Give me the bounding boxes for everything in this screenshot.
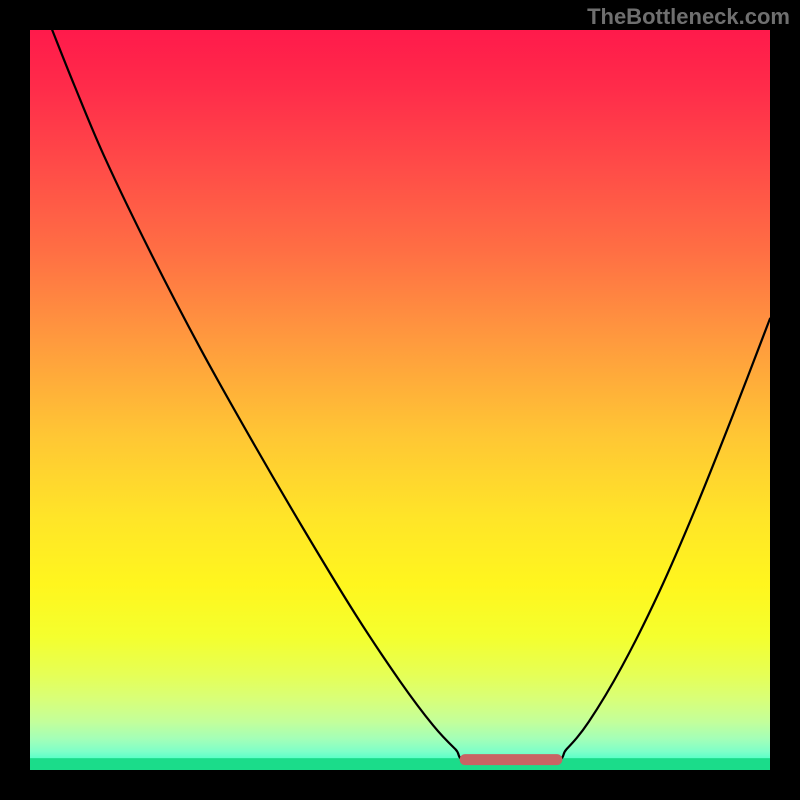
chart-plot-area [30,30,770,770]
watermark-text: TheBottleneck.com [587,4,790,30]
optimal-range-marker [30,30,770,770]
